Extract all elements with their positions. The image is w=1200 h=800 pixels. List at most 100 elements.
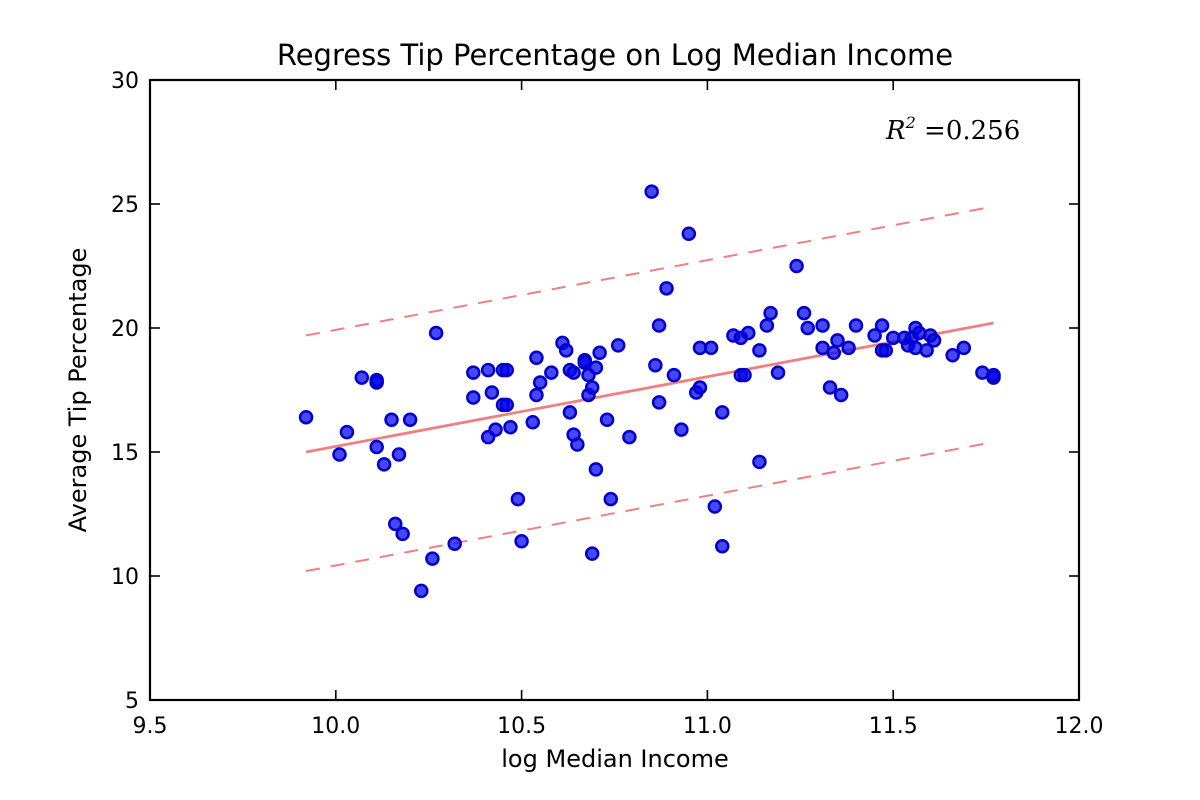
data-point (841, 340, 856, 356)
data-point (584, 546, 600, 561)
data-point (822, 380, 838, 395)
data-point (566, 365, 581, 380)
data-point (376, 457, 392, 472)
data-point (926, 333, 942, 348)
data-point (648, 357, 663, 373)
data-point (395, 526, 410, 542)
x-tick-label: 10.5 (497, 714, 546, 739)
data-point (707, 499, 723, 514)
data-point (800, 320, 815, 336)
data-point (298, 410, 314, 425)
data-point (562, 405, 578, 420)
y-axis-ticks: 5 10 15 20 25 30 (111, 69, 1079, 714)
lower-prediction-band (305, 441, 994, 573)
x-axis-label: log Median Income (501, 745, 728, 773)
data-point (558, 343, 574, 358)
data-point (878, 343, 894, 358)
data-point (610, 338, 626, 353)
prediction-bands (305, 205, 994, 573)
upper-prediction-band (305, 205, 994, 337)
data-point (599, 412, 615, 428)
data-point (703, 340, 719, 356)
x-tick-label: 12.0 (1055, 714, 1104, 739)
data-point (644, 184, 659, 199)
data-point (588, 462, 604, 477)
r-squared-annotation: R2 =0.256 (885, 113, 1020, 146)
data-point (503, 419, 518, 435)
data-point (499, 397, 514, 413)
data-point (525, 414, 540, 430)
data-point (752, 343, 767, 358)
data-point (752, 454, 767, 470)
data-point (391, 447, 407, 462)
x-tick-label: 9.5 (133, 714, 168, 739)
data-point (339, 424, 355, 440)
data-point (332, 447, 347, 462)
data-point (815, 318, 830, 333)
data-point (488, 422, 503, 437)
y-tick-label: 25 (111, 193, 139, 218)
data-point (510, 491, 526, 507)
data-point (659, 281, 674, 296)
r-squared-value: 0.256 (946, 116, 1020, 146)
data-point (681, 226, 697, 242)
chart-title: Regress Tip Percentage on Log Median Inc… (277, 38, 953, 72)
data-point (354, 370, 370, 385)
data-point (666, 367, 682, 383)
data-point (584, 380, 600, 395)
data-point (715, 405, 730, 420)
data-point (428, 325, 444, 341)
data-point (919, 343, 934, 358)
data-point (848, 318, 864, 333)
data-point (466, 390, 481, 405)
data-point (402, 412, 418, 428)
y-tick-label: 20 (111, 317, 139, 342)
y-tick-label: 5 (125, 689, 139, 714)
data-point (388, 516, 403, 532)
data-point (603, 491, 619, 507)
data-point (986, 367, 1001, 383)
data-point (622, 429, 637, 445)
x-axis-ticks: 9.5 10.0 10.5 11.0 11.5 12.0 (133, 80, 1104, 739)
plot-frame (148, 78, 1081, 702)
data-point (789, 258, 804, 274)
data-point (544, 365, 559, 380)
data-point (384, 412, 399, 428)
data-point (570, 437, 585, 452)
y-tick-label: 15 (111, 441, 139, 466)
r-squared-symbol: R (885, 116, 906, 146)
data-point (484, 385, 500, 400)
r-squared-exponent: 2 (905, 113, 916, 132)
data-point (529, 387, 544, 403)
data-point (770, 365, 786, 380)
data-point (830, 333, 845, 348)
data-point (514, 534, 529, 549)
y-tick-label: 10 (111, 565, 139, 590)
data-point (874, 318, 890, 333)
data-point (592, 345, 607, 361)
data-point (674, 422, 689, 437)
plot-area (298, 184, 1001, 599)
x-tick-label: 11.5 (869, 714, 918, 739)
data-point (867, 328, 882, 343)
x-tick-label: 10.0 (311, 714, 360, 739)
data-point (651, 395, 667, 410)
data-point (737, 367, 752, 383)
data-point (796, 305, 812, 321)
data-point (715, 538, 730, 554)
data-point (588, 360, 604, 375)
y-tick-label: 30 (111, 69, 139, 94)
data-point (529, 350, 544, 366)
data-point (369, 372, 384, 388)
data-point (425, 551, 440, 566)
data-point (369, 439, 384, 455)
data-point (499, 362, 514, 378)
data-point (651, 318, 667, 333)
data-point (414, 583, 429, 599)
data-point (480, 362, 496, 378)
data-point (741, 325, 756, 341)
r-squared-equals: = (916, 116, 946, 146)
x-tick-label: 11.0 (683, 714, 732, 739)
data-point (692, 380, 708, 395)
